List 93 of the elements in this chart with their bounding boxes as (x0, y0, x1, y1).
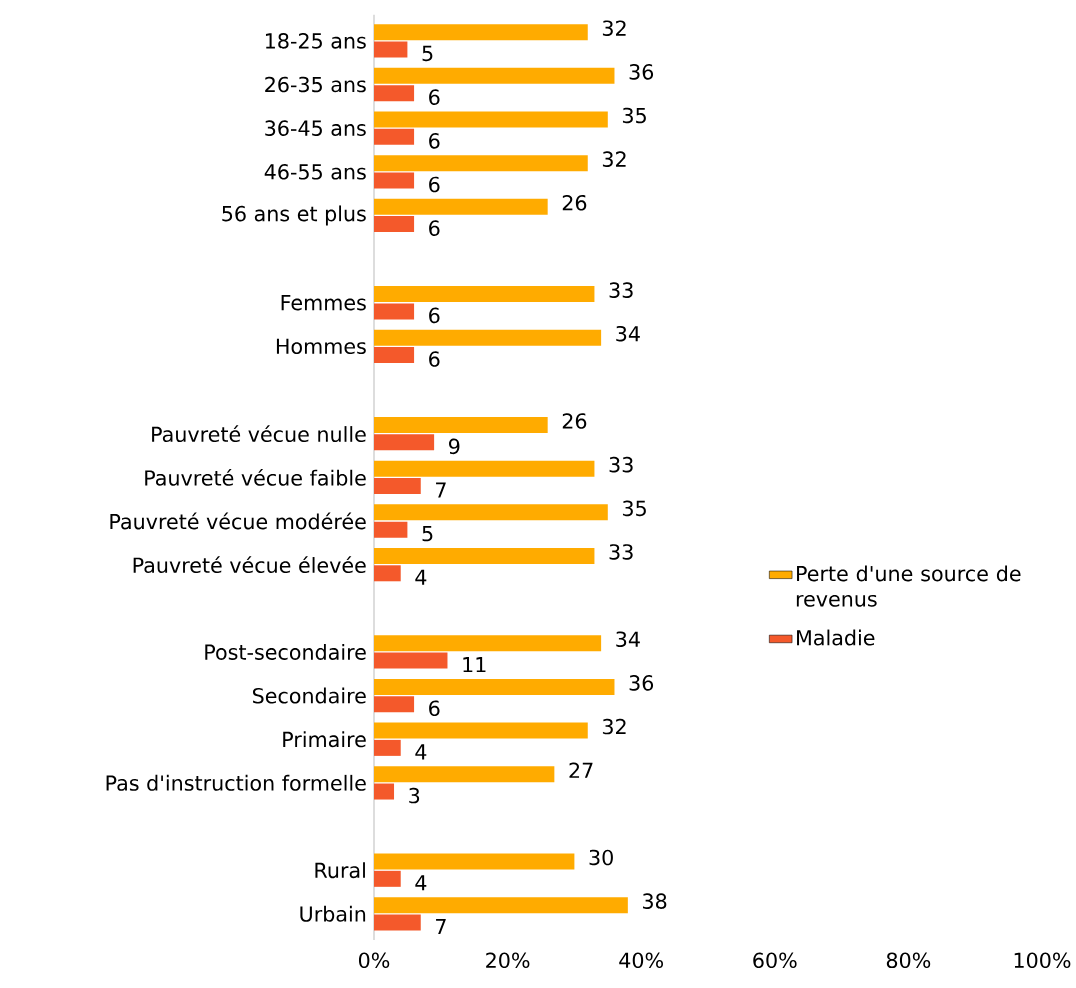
data-label: 7 (436, 482, 446, 498)
data-label: 4 (415, 875, 427, 891)
data-label: 26 (562, 413, 587, 429)
x-tick-label: 20% (486, 952, 530, 969)
x-tick-label: 0% (358, 952, 390, 969)
legend-label: Maladie (797, 629, 875, 646)
data-label: 4 (415, 744, 427, 760)
bar (374, 155, 588, 172)
bar (374, 783, 395, 800)
bar (374, 417, 548, 434)
y-tick-label: Secondaire (252, 687, 366, 704)
data-label: 6 (429, 220, 440, 236)
y-tick-label: Femmes (281, 295, 366, 311)
data-label: 6 (429, 700, 440, 717)
bar (374, 635, 602, 652)
y-tick-label: Post-secondaire (205, 643, 366, 660)
bar (374, 216, 415, 233)
y-tick-label: Rural (315, 862, 365, 879)
data-label: 34 (616, 325, 640, 342)
y-tick-label: 18-25 ans (265, 33, 366, 49)
x-tick-label: 40% (619, 952, 664, 969)
y-tick-label: Pas d'instruction formelle (106, 774, 366, 791)
bar (374, 722, 588, 739)
y-tick-label: 46-55 ans (264, 163, 366, 180)
bar (374, 478, 421, 494)
data-label: 32 (602, 718, 626, 735)
bar (374, 521, 408, 538)
bar (374, 111, 608, 128)
legend-label: Perte d'une source de revenus (796, 565, 1021, 607)
data-label: 34 (616, 631, 640, 648)
data-label: 7 (436, 918, 446, 935)
bar (374, 434, 435, 451)
bar (374, 67, 615, 84)
bar (374, 547, 595, 564)
bar (374, 565, 401, 582)
data-label: 32 (602, 20, 626, 36)
data-label: 6 (429, 176, 440, 193)
data-label: 32 (602, 151, 626, 167)
bar (374, 24, 588, 41)
data-label: 33 (609, 456, 633, 473)
y-tick-label: Pauvreté vécue faible (145, 468, 366, 486)
data-label: 35 (622, 500, 646, 517)
y-tick-label: Pauvreté vécue modérée (110, 512, 366, 530)
data-label: 6 (429, 89, 440, 105)
y-tick-label: Hommes (276, 338, 366, 355)
data-label: 26 (562, 194, 587, 211)
data-label: 33 (609, 282, 633, 298)
bar (374, 347, 415, 364)
y-tick-label: Primaire (283, 731, 366, 748)
y-tick-label: Urbain (300, 905, 366, 922)
bar (374, 914, 421, 931)
y-tick-label: Pauvreté vécue élevée (133, 556, 366, 574)
bar (374, 766, 555, 783)
data-label: 11 (463, 657, 486, 673)
bar (374, 739, 401, 756)
bar (374, 198, 548, 215)
bar (374, 460, 595, 477)
data-label: 9 (449, 438, 460, 455)
bar (374, 870, 401, 887)
bar (374, 172, 415, 189)
bar (374, 41, 408, 58)
bar (374, 853, 575, 870)
data-label: 4 (415, 569, 427, 585)
bar (374, 652, 448, 669)
bar (374, 303, 415, 320)
bar (374, 286, 595, 303)
data-label: 36 (629, 675, 654, 691)
data-label: 3 (409, 787, 420, 804)
data-label: 6 (429, 307, 440, 324)
data-label: 38 (643, 893, 667, 909)
x-tick-label: 80% (886, 952, 931, 969)
x-tick-label: 100% (1014, 952, 1071, 969)
data-label: 6 (429, 351, 440, 367)
bar (374, 897, 628, 914)
bar (374, 504, 608, 521)
data-label: 30 (589, 849, 613, 866)
data-label: 36 (629, 64, 654, 80)
data-label: 5 (422, 525, 433, 542)
y-tick-label: 26-35 ans (265, 76, 366, 93)
data-label: 27 (569, 762, 593, 778)
data-label: 35 (622, 107, 646, 124)
bar (374, 85, 415, 102)
data-label: 6 (429, 133, 440, 149)
y-tick-label: 56 ans et plus (222, 205, 366, 226)
data-label: 33 (609, 544, 633, 560)
y-tick-label: 36-45 ans (265, 120, 366, 136)
bar (374, 329, 602, 346)
bar (374, 678, 615, 695)
x-tick-label: 60% (753, 952, 797, 969)
y-tick-label: Pauvreté vécue nulle (152, 425, 366, 443)
data-label: 5 (422, 45, 433, 62)
bar (374, 128, 415, 145)
bar (374, 696, 415, 713)
